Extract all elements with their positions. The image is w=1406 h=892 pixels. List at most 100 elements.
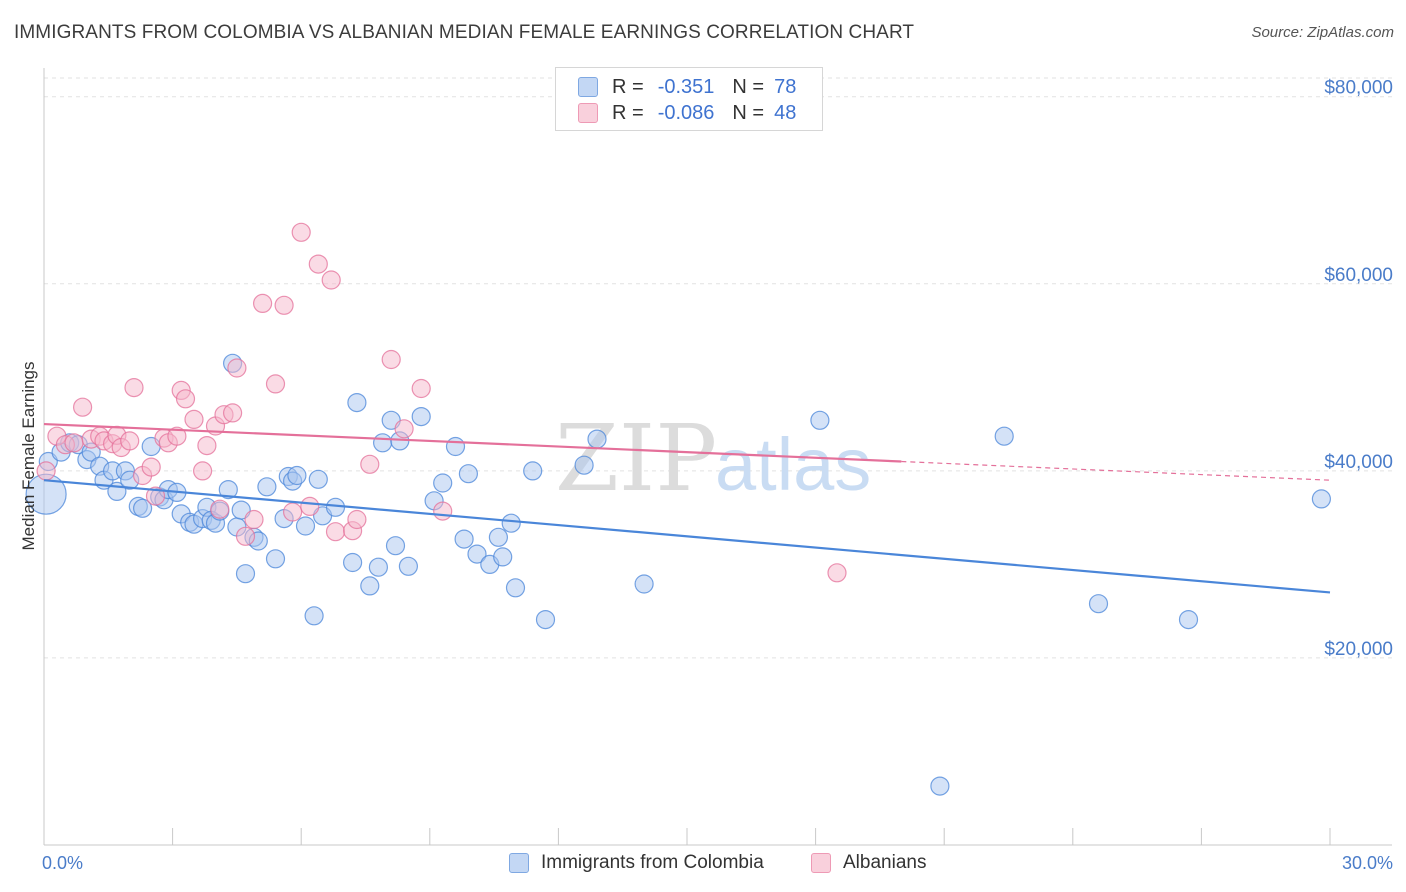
point-colombia xyxy=(308,469,328,489)
chart-title: IMMIGRANTS FROM COLOMBIA VS ALBANIAN MED… xyxy=(14,22,915,43)
point-albanians xyxy=(321,270,341,290)
axis-labels: $20,000 $40,000 $60,000 $80,000 0.0% 30.0% Med… xyxy=(19,78,1393,873)
watermark: ZIP atlas xyxy=(555,405,871,512)
point-colombia xyxy=(454,529,474,549)
point-albanians xyxy=(411,378,431,399)
point-colombia xyxy=(257,477,277,497)
point-colombia xyxy=(343,552,363,573)
legend-row-albanians: R = -0.086 N = 48 xyxy=(578,101,796,125)
series-legend: Immigrants from Colombia Albanians xyxy=(0,852,1406,878)
correlation-legend: R = -0.351 N = 78 R = -0.086 N = 48 xyxy=(555,67,823,131)
point-albanians xyxy=(124,378,144,398)
legend-r-value: -0.351 xyxy=(657,75,715,98)
point-colombia xyxy=(505,578,526,598)
point-colombia xyxy=(1088,594,1109,614)
point-albanians xyxy=(167,426,187,446)
point-colombia xyxy=(133,498,153,518)
point-albanians xyxy=(325,522,346,542)
point-albanians xyxy=(244,509,264,530)
point-colombia xyxy=(433,473,453,493)
point-albanians xyxy=(175,389,196,409)
point-albanians xyxy=(283,502,303,522)
point-colombia xyxy=(398,556,418,576)
point-albanians xyxy=(394,419,414,439)
x-tick-label: 30.0% xyxy=(1342,853,1393,873)
point-colombia xyxy=(360,576,380,596)
point-colombia xyxy=(587,429,607,449)
chart-source: Source: ZipAtlas.com xyxy=(1251,24,1394,41)
point-colombia xyxy=(523,461,543,481)
point-albanians xyxy=(265,374,286,394)
point-albanians xyxy=(381,349,401,370)
series-legend-albanians: Albanians xyxy=(811,852,926,874)
point-colombia xyxy=(385,536,406,556)
legend-n-label: N = xyxy=(732,101,765,124)
legend-r-label: R = xyxy=(612,101,644,124)
point-albanians xyxy=(36,461,56,481)
point-colombia xyxy=(347,393,367,413)
point-albanians xyxy=(253,293,273,313)
legend-r-label: R = xyxy=(612,75,644,98)
point-colombia xyxy=(634,574,654,594)
point-albanians xyxy=(274,295,294,315)
series-swatch-colombia xyxy=(509,853,529,873)
watermark-atlas: atlas xyxy=(715,423,871,506)
point-albanians xyxy=(193,461,213,481)
legend-n-value: 48 xyxy=(774,101,797,124)
point-colombia xyxy=(930,776,950,796)
point-albanians xyxy=(145,486,166,506)
point-colombia xyxy=(235,564,256,584)
series-label-albanians: Albanians xyxy=(843,852,927,873)
point-colombia xyxy=(1311,489,1332,509)
y-axis-label: Median Female Earnings xyxy=(19,362,38,551)
point-albanians xyxy=(197,436,217,456)
point-colombia xyxy=(810,410,830,430)
point-colombia xyxy=(501,513,521,533)
point-albanians xyxy=(300,496,320,516)
point-albanians xyxy=(360,454,380,474)
y-tick-label: $80,000 xyxy=(1324,78,1393,99)
point-albanians xyxy=(184,409,204,429)
point-albanians xyxy=(827,563,847,583)
point-colombia xyxy=(488,527,508,547)
point-colombia xyxy=(287,465,307,486)
y-tick-label: $60,000 xyxy=(1324,265,1393,286)
point-albanians xyxy=(120,431,140,451)
x-tick-label: 0.0% xyxy=(42,853,83,873)
point-albanians xyxy=(72,397,93,417)
y-tick-label: $40,000 xyxy=(1324,452,1393,473)
point-colombia xyxy=(218,480,238,500)
point-colombia xyxy=(574,455,594,475)
y-tick-label: $20,000 xyxy=(1324,639,1393,660)
point-albanians xyxy=(433,501,453,521)
point-colombia xyxy=(1178,609,1199,630)
point-albanians xyxy=(141,457,161,477)
point-colombia xyxy=(373,433,393,453)
point-albanians xyxy=(210,499,230,519)
point-colombia xyxy=(368,557,388,577)
series-legend-colombia: Immigrants from Colombia xyxy=(509,852,764,874)
point-albanians xyxy=(64,433,84,453)
point-albanians xyxy=(291,222,311,242)
series-label-colombia: Immigrants from Colombia xyxy=(541,852,764,873)
point-colombia xyxy=(535,609,556,630)
point-colombia xyxy=(493,547,513,567)
point-colombia xyxy=(458,464,478,484)
point-colombia xyxy=(445,436,466,457)
point-albanians xyxy=(235,526,256,546)
trend-line-albanians xyxy=(43,422,902,463)
legend-r-value: -0.086 xyxy=(657,101,715,124)
trend-lines xyxy=(43,422,1331,594)
point-colombia xyxy=(304,606,324,626)
point-colombia xyxy=(265,549,286,569)
point-albanians xyxy=(347,509,367,530)
legend-swatch-colombia xyxy=(578,77,598,97)
series-swatch-albanians xyxy=(811,853,831,873)
point-colombia xyxy=(231,500,251,520)
legend-row-colombia: R = -0.351 N = 78 xyxy=(578,75,796,99)
point-albanians xyxy=(308,254,328,274)
point-albanians xyxy=(227,358,247,378)
legend-swatch-albanians xyxy=(578,103,598,123)
trend-line-colombia xyxy=(43,479,1331,594)
